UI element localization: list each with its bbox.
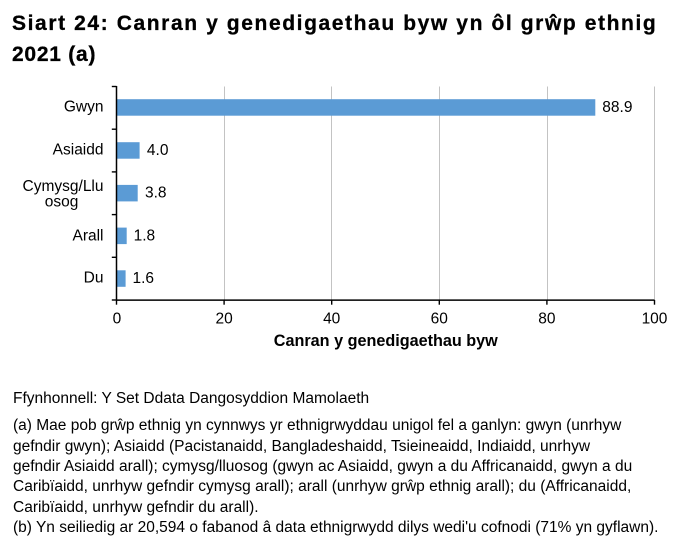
svg-text:Asiaidd: Asiaidd (53, 142, 104, 159)
svg-text:Cymysg/Llu: Cymysg/Llu (23, 178, 104, 195)
svg-text:Du: Du (84, 270, 104, 287)
svg-text:Arall: Arall (72, 227, 103, 244)
svg-text:60: 60 (431, 311, 449, 328)
svg-text:1.6: 1.6 (133, 270, 155, 287)
svg-text:40: 40 (323, 311, 341, 328)
svg-text:100: 100 (642, 311, 668, 328)
svg-text:4.0: 4.0 (147, 142, 169, 159)
svg-text:Gwyn: Gwyn (64, 99, 104, 116)
svg-text:osog: osog (45, 194, 79, 211)
svg-text:Canran y genedigaethau byw: Canran y genedigaethau byw (274, 332, 498, 350)
svg-text:3.8: 3.8 (145, 185, 167, 202)
svg-text:0: 0 (113, 311, 122, 328)
svg-text:80: 80 (538, 311, 556, 328)
svg-text:88.9: 88.9 (602, 99, 632, 116)
svg-text:1.8: 1.8 (134, 227, 156, 244)
svg-text:20: 20 (215, 311, 233, 328)
